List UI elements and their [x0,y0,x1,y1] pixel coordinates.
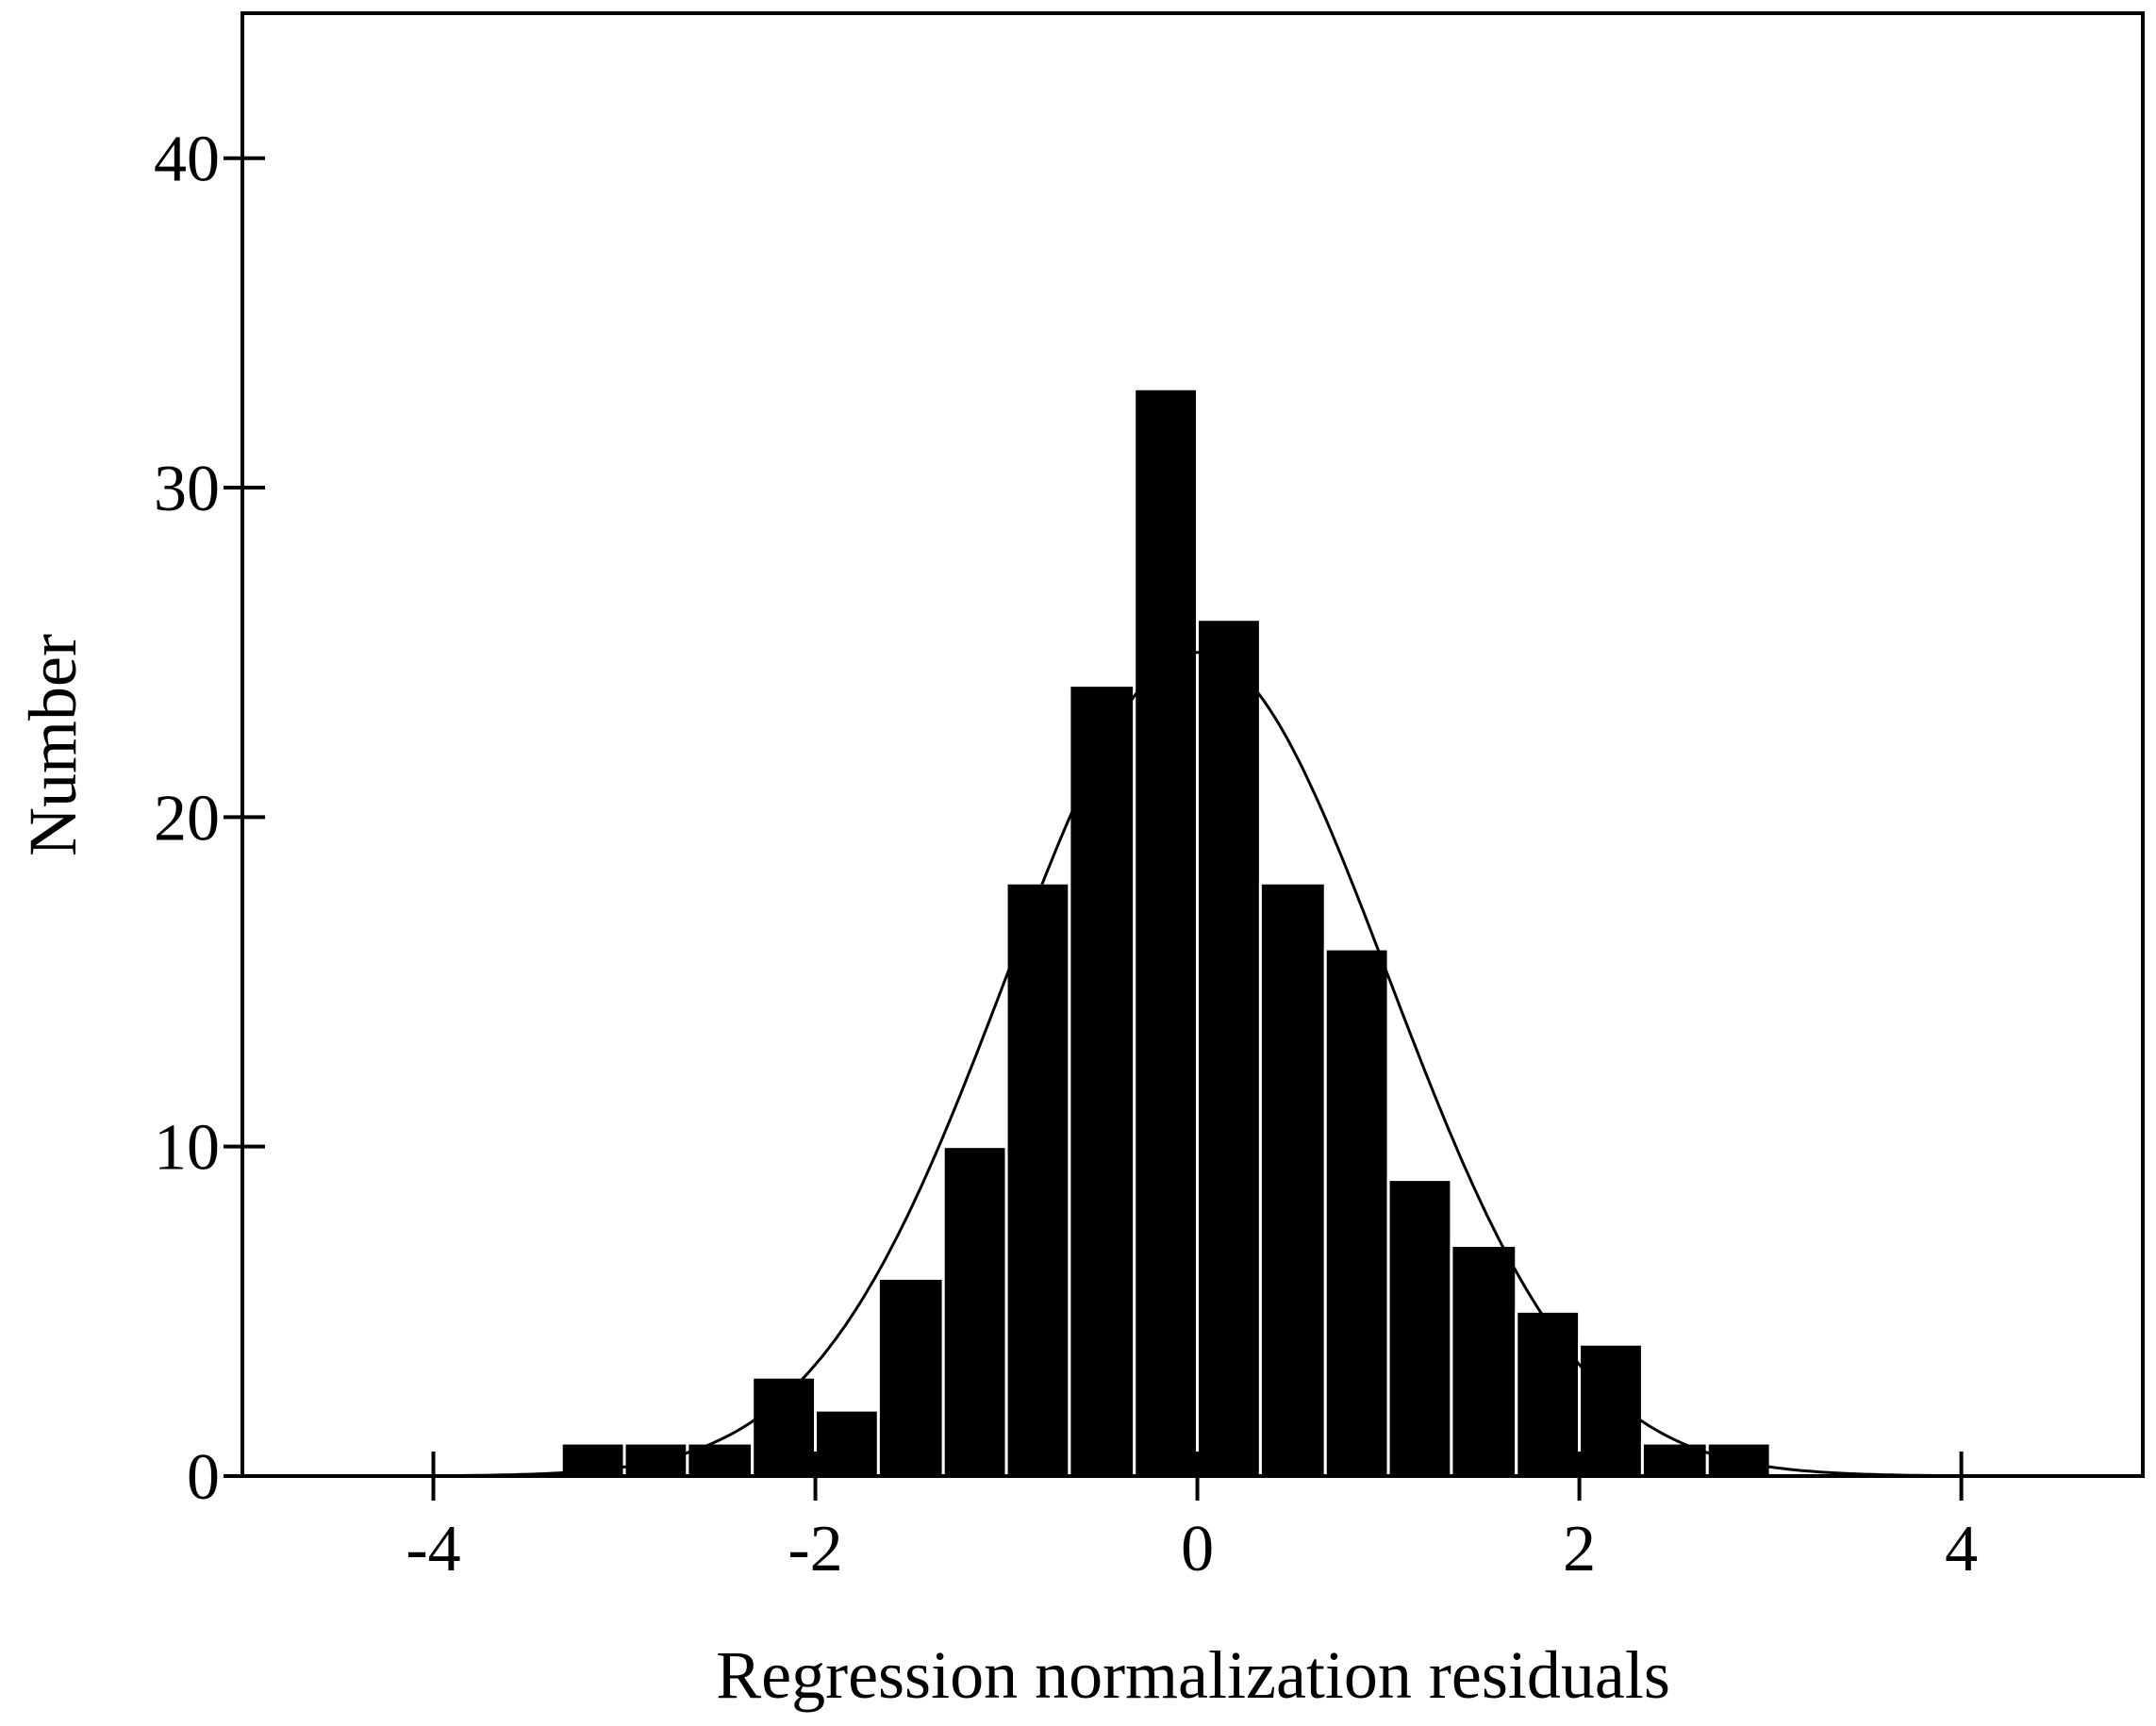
plot-frame [240,11,2145,1478]
y-tick-label: 40 [154,124,220,196]
histogram-bar-18 [1705,1441,1772,1478]
histogram-bar-11 [1258,881,1327,1478]
histogram-bar-10 [1196,618,1262,1478]
histogram-bar-16 [1578,1342,1644,1478]
x-axis: -4 -2 0 2 4 [406,1452,1978,1585]
histogram-bar-8 [1068,684,1136,1478]
histogram-bar-9 [1133,387,1200,1478]
histogram-bar-3 [751,1375,818,1478]
y-tick-label: 30 [154,453,220,525]
histogram-bar-6 [941,1145,1008,1478]
x-tick-label: 0 [1181,1513,1214,1585]
x-tick-label: 4 [1945,1513,1978,1585]
x-tick-label: -4 [406,1513,460,1585]
x-axis-title: Regression normalization residuals [716,1637,1670,1713]
x-tick-label: -2 [788,1513,842,1585]
histogram-bar-12 [1323,947,1390,1478]
y-tick-label: 0 [187,1441,220,1514]
histogram-bar-7 [1004,881,1071,1478]
histogram-bar-13 [1386,1178,1453,1478]
x-tick-label: 2 [1563,1513,1596,1585]
y-tick-label: 10 [154,1112,220,1185]
histogram-bar-14 [1450,1243,1518,1478]
histogram-bar-15 [1515,1309,1582,1478]
bars-layer [559,387,1772,1478]
histogram-bar-4 [814,1408,880,1478]
y-axis-title: Number [15,634,91,856]
histogram-bar-1 [622,1441,689,1478]
normal-curve-line [242,651,2143,1478]
y-axis: 0 10 20 30 40 [154,124,265,1514]
y-tick-label: 20 [154,782,220,855]
histogram-bar-5 [876,1276,945,1478]
